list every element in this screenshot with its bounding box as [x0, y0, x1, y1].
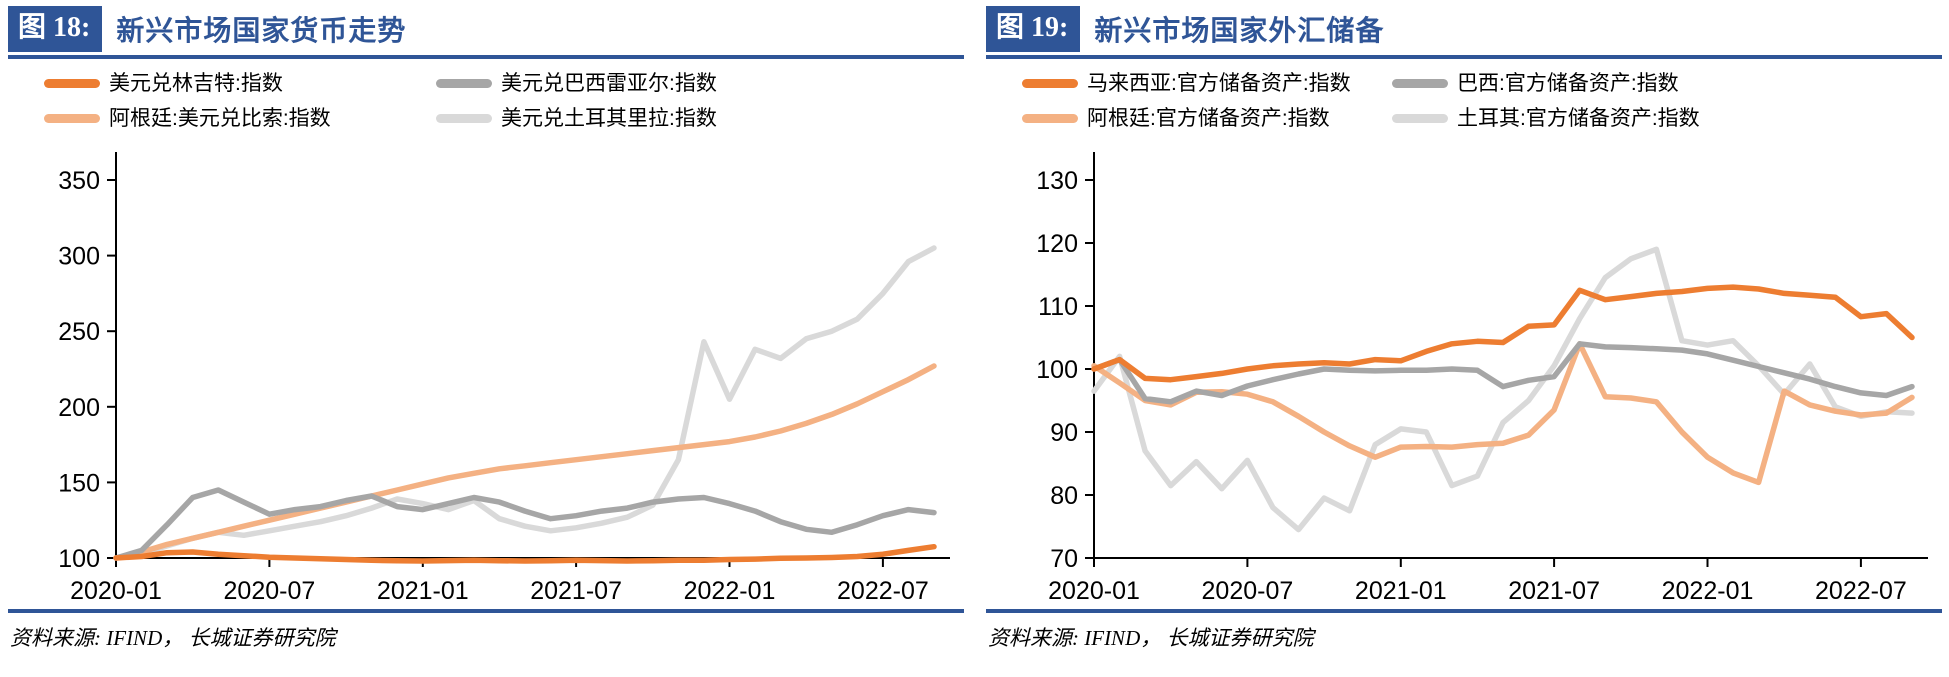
x-tick-label: 2021-07 — [1508, 577, 1600, 605]
fx-reserves-line-chart: 70 80 90 100 110 120 130 2020-01 2020-07 2021-01 2… — [1036, 152, 1928, 605]
legend: 马来西亚:官方储备资产:指数 巴西:官方储备资产:指数 阿根廷:官方储备资产:指… — [1022, 72, 1942, 130]
series-line-0 — [1091, 246, 1915, 533]
legend-item-usd-myr: 美元兑林吉特:指数 — [44, 72, 436, 95]
x-tick-label: 2020-01 — [1048, 577, 1140, 605]
legend-swatch-peach — [1022, 114, 1078, 124]
series-line-3 — [113, 544, 937, 564]
legend-label: 土耳其:官方储备资产:指数 — [1457, 107, 1700, 131]
source-note: 资料来源: IFIND， 长城证券研究院 — [988, 626, 1314, 651]
legend-label: 巴西:官方储备资产:指数 — [1457, 72, 1679, 95]
legend-item-usd-try: 美元兑土耳其里拉:指数 — [436, 107, 964, 130]
figure-number-badge: 图 18: — [8, 6, 103, 52]
legend-item-usd-brl: 美元兑巴西雷亚尔:指数 — [436, 72, 964, 95]
y-tick-label: 200 — [58, 394, 100, 422]
series-line-3 — [1091, 284, 1915, 383]
figure-currency-trends: 图 18: 新兴市场国家货币走势 美元兑林吉特:指数 美元兑巴西雷亚尔:指数 阿… — [8, 6, 964, 652]
currency-trend-line-chart: 100 150 200 250 300 350 2020-01 2020-07 2021-01 2… — [58, 152, 950, 605]
y-tick-label: 90 — [1050, 419, 1078, 447]
legend-swatch-gray — [1392, 79, 1448, 89]
legend: 美元兑林吉特:指数 美元兑巴西雷亚尔:指数 阿根廷:美元兑比索:指数 美元兑土耳… — [44, 72, 964, 130]
figure-fx-reserves: 图 19: 新兴市场国家外汇储备 马来西亚:官方储备资产:指数 巴西:官方储备资… — [986, 6, 1942, 652]
x-tick-label: 2021-07 — [530, 577, 622, 605]
y-tick-label: 250 — [58, 318, 100, 346]
series-line-2 — [1091, 341, 1915, 405]
legend-label: 马来西亚:官方储备资产:指数 — [1087, 72, 1351, 95]
figure-number-badge: 图 19: — [986, 6, 1081, 52]
x-tick-label: 2021-01 — [377, 577, 469, 605]
legend-label: 美元兑土耳其里拉:指数 — [501, 107, 717, 131]
x-tick-label: 2022-07 — [837, 577, 929, 605]
x-tick-label: 2021-01 — [1355, 577, 1447, 605]
axis — [1093, 152, 1928, 560]
figure-header: 图 19: 新兴市场国家外汇储备 — [986, 6, 1942, 52]
legend-swatch-orange — [1022, 79, 1078, 89]
y-tick-label: 100 — [1036, 356, 1078, 384]
legend-swatch-lightgray — [436, 114, 492, 124]
legend-label: 阿根廷:美元兑比索:指数 — [109, 107, 331, 131]
header-divider — [986, 55, 1942, 59]
legend-label: 阿根廷:官方储备资产:指数 — [1087, 107, 1330, 131]
y-tick-label: 300 — [58, 243, 100, 271]
y-tick-label: 350 — [58, 167, 100, 195]
y-tick-label: 120 — [1036, 230, 1078, 258]
legend-label: 美元兑巴西雷亚尔:指数 — [501, 72, 717, 95]
x-tick-label: 2020-07 — [224, 577, 316, 605]
x-tick-label: 2022-01 — [684, 577, 776, 605]
x-tick-label: 2020-01 — [70, 577, 162, 605]
header-divider — [8, 55, 964, 59]
axis — [115, 152, 950, 560]
series-line-0 — [113, 245, 937, 561]
legend-item-usd-ars: 阿根廷:美元兑比索:指数 — [44, 107, 436, 130]
legend-swatch-orange — [44, 79, 100, 89]
figure-title: 新兴市场国家外汇储备 — [1094, 15, 1385, 46]
x-tick-label: 2022-07 — [1815, 577, 1907, 605]
series-line-1 — [113, 363, 937, 561]
legend-swatch-gray — [436, 79, 492, 89]
figure-bottom-divider — [986, 609, 1942, 614]
series-line-2 — [113, 487, 937, 561]
y-tick-label: 100 — [58, 545, 100, 573]
y-tick-label: 80 — [1050, 482, 1078, 510]
legend-item-argentina: 阿根廷:官方储备资产:指数 — [1022, 107, 1392, 130]
legend-item-brazil: 巴西:官方储备资产:指数 — [1392, 72, 1942, 95]
source-note: 资料来源: IFIND， 长城证券研究院 — [10, 626, 336, 651]
y-tick-label: 70 — [1050, 545, 1078, 573]
y-tick-label: 150 — [58, 470, 100, 498]
legend-label: 美元兑林吉特:指数 — [109, 72, 283, 95]
figure-header: 图 18: 新兴市场国家货币走势 — [8, 6, 964, 52]
figure-title: 新兴市场国家货币走势 — [116, 15, 407, 46]
series-line-1 — [1091, 341, 1915, 486]
legend-swatch-peach — [44, 114, 100, 124]
x-tick-label: 2022-01 — [1662, 577, 1754, 605]
figure-bottom-divider — [8, 609, 964, 614]
y-tick-label: 110 — [1038, 293, 1078, 321]
legend-item-turkey: 土耳其:官方储备资产:指数 — [1392, 107, 1942, 130]
x-tick-label: 2020-07 — [1202, 577, 1294, 605]
legend-item-malaysia: 马来西亚:官方储备资产:指数 — [1022, 72, 1392, 95]
y-tick-label: 130 — [1036, 167, 1078, 195]
legend-swatch-lightgray — [1392, 114, 1448, 124]
